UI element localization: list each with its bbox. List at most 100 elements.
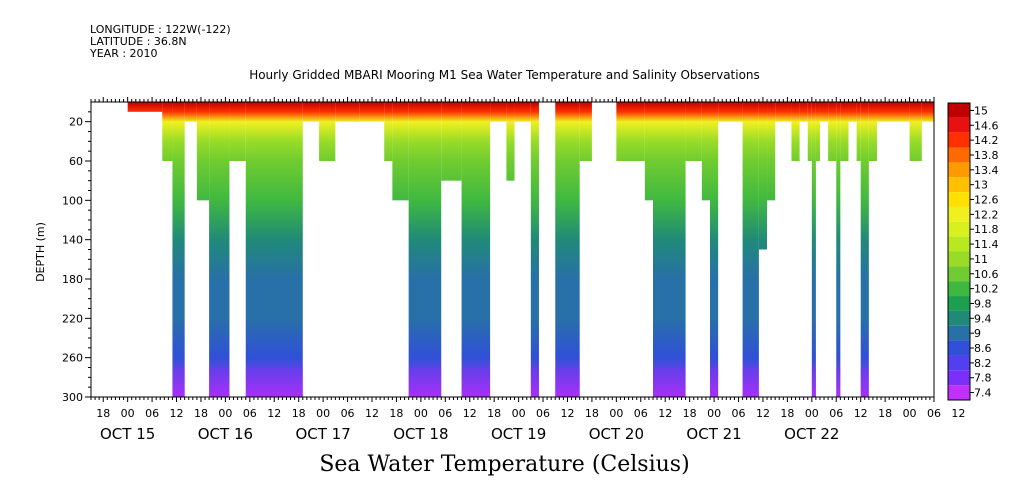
colorbar-label: 8.6: [974, 342, 992, 355]
colorbar-swatch: [948, 310, 970, 326]
colorbar-label: 8.2: [974, 357, 992, 370]
x-date-label: OCT 20: [589, 425, 644, 443]
x-tick-label: 00: [805, 407, 819, 420]
data-column: [335, 102, 360, 122]
x-tick-label: 12: [463, 407, 477, 420]
colorbar-swatch: [948, 132, 970, 148]
data-column: [840, 102, 849, 161]
x-tick-label: 18: [389, 407, 403, 420]
data-column: [807, 102, 812, 161]
x-date-label: OCT 21: [686, 425, 741, 443]
data-column: [653, 102, 686, 397]
y-tick-label: 100: [62, 194, 83, 207]
data-column: [172, 102, 185, 397]
data-column: [799, 102, 808, 122]
colorbar-swatch: [948, 236, 970, 252]
x-tick-label: 12: [658, 407, 672, 420]
colorbar-frame: [947, 102, 971, 401]
data-column-bottom: [742, 367, 759, 397]
data-column-bottom: [461, 367, 491, 397]
colorbar-label: 10.6: [974, 268, 999, 281]
data-column: [742, 102, 759, 397]
data-column: [701, 102, 711, 201]
x-tick-label: 12: [854, 407, 868, 420]
x-tick-label: 06: [438, 407, 452, 420]
colorbar-label: 7.4: [974, 387, 992, 400]
x-tick-label: 18: [585, 407, 599, 420]
data-column: [718, 102, 743, 122]
y-tick-label: 20: [69, 116, 83, 129]
x-tick-label: 00: [903, 407, 917, 420]
colorbar-swatch: [948, 221, 970, 237]
data-column: [555, 102, 580, 397]
colorbar-label: 11: [974, 253, 988, 266]
data-column: [461, 102, 491, 397]
data-column: [184, 102, 197, 122]
data-column: [856, 102, 861, 161]
y-axis: 20 60 100 140 180 220 260 300: [62, 111, 91, 404]
colorbar-label: 12.2: [974, 208, 999, 221]
y-tick-label: 220: [62, 312, 83, 325]
data-column-bottom: [209, 367, 230, 397]
data-column: [909, 102, 922, 161]
data-column: [876, 102, 910, 122]
x-axis: 18 00 06 12 18 00 06 12 18 00 06 12 18 00 06 12 18 00 06 12…: [90, 397, 965, 443]
x-tick-label: 00: [316, 407, 330, 420]
variable-title: Sea Water Temperature (Celsius): [319, 452, 690, 477]
y-tick-label: 60: [69, 155, 83, 168]
x-tick-label: 18: [878, 407, 892, 420]
data-column-bottom: [245, 367, 303, 397]
x-tick-label: 12: [267, 407, 281, 420]
data-column: [758, 102, 768, 250]
data-column: [392, 102, 409, 201]
x-tick-label: 18: [487, 407, 501, 420]
data-column-bottom: [530, 367, 539, 397]
colorbar-swatch: [948, 370, 970, 386]
data-column: [441, 102, 462, 181]
colorbar-swatch: [948, 340, 970, 356]
y-tick-label: 180: [62, 273, 83, 286]
data-column: [815, 102, 820, 161]
data-column: [685, 102, 702, 161]
x-tick-label: 00: [218, 407, 232, 420]
x-date-label: OCT 19: [491, 425, 546, 443]
colorbar-swatch: [948, 296, 970, 311]
data-column: [819, 102, 829, 122]
x-tick-label: 12: [756, 407, 770, 420]
colorbar: 15 14.6 14.2 13.8 13.4 13 12.612.2 11.8 11.4 11 10…: [947, 102, 999, 401]
data-column: [245, 102, 303, 397]
data-column: [359, 102, 385, 122]
colorbar-label: 13.8: [974, 149, 999, 162]
y-axis-label: DEPTH (m): [34, 222, 47, 282]
colorbar-label: 7.8: [974, 372, 992, 385]
colorbar-label: 13: [974, 179, 988, 192]
x-tick-label: 18: [194, 407, 208, 420]
colorbar-swatch: [948, 147, 970, 163]
colorbar-swatch: [948, 162, 970, 178]
x-tick-label: 06: [829, 407, 843, 420]
data-column-bottom: [860, 367, 869, 397]
x-tick-label: 12: [365, 407, 379, 420]
data-column: [811, 102, 816, 397]
colorbar-swatch: [948, 325, 970, 341]
latitude-label: LATITUDE : 36.8N: [90, 35, 187, 48]
colorbar-label: 9.8: [974, 297, 992, 310]
data-column: [229, 102, 246, 161]
data-column-bottom: [172, 367, 185, 397]
data-column-bottom: [811, 367, 816, 397]
x-tick-label: 06: [243, 407, 257, 420]
colorbar-swatch: [948, 251, 970, 267]
data-column-bottom: [836, 367, 841, 397]
x-tick-label: 00: [512, 407, 526, 420]
x-date-label: OCT 16: [198, 425, 253, 443]
x-tick-label: 18: [96, 407, 110, 420]
data-column: [127, 102, 163, 112]
data-column: [860, 102, 869, 397]
x-tick-label: 06: [634, 407, 648, 420]
data-column: [209, 102, 230, 397]
colorbar-label: 11.4: [974, 238, 999, 251]
data-column: [408, 102, 442, 397]
colorbar-swatch: [948, 103, 970, 118]
data-column: [775, 102, 792, 122]
x-tick-label: 00: [707, 407, 721, 420]
